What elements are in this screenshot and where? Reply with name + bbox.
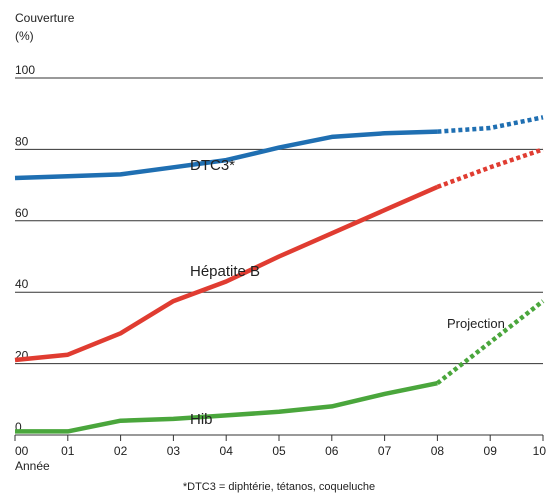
x-tick-label: 10 bbox=[533, 444, 547, 458]
series-label: Hépatite B bbox=[190, 263, 260, 280]
projection-annotation: Projection bbox=[447, 316, 505, 331]
x-tick-label: 07 bbox=[378, 444, 392, 458]
series-projection-dtc3 bbox=[437, 115, 544, 134]
x-tick-label: 09 bbox=[484, 444, 498, 458]
x-tick-label: 05 bbox=[272, 444, 286, 458]
series-label: Hib bbox=[190, 411, 213, 428]
x-axis-label: Année bbox=[15, 459, 50, 473]
x-tick-label: 01 bbox=[61, 444, 75, 458]
series-layer bbox=[14, 115, 545, 434]
x-tick-labels: 00 01 02 03 04 05 06 07 08 09 10 bbox=[14, 435, 547, 458]
y-tick-label: 40 bbox=[15, 277, 29, 291]
y-tick-label: 80 bbox=[15, 134, 29, 148]
y-tick-label: 60 bbox=[15, 206, 29, 220]
y-tick-label: 0 bbox=[15, 420, 22, 434]
y-axis-label-line2: (%) bbox=[15, 29, 34, 43]
footnote: *DTC3 = diphtérie, tétanos, coqueluche bbox=[183, 481, 375, 493]
series-line-h-patite-b bbox=[14, 184, 439, 363]
series-projection-h-patite-b bbox=[436, 147, 544, 190]
series-line-hib bbox=[15, 380, 438, 434]
x-tick-label: 06 bbox=[325, 444, 339, 458]
x-tick-label: 03 bbox=[167, 444, 181, 458]
series-labels: DTC3* Hépatite B Hib bbox=[190, 157, 260, 428]
x-tick-label: 02 bbox=[114, 444, 128, 458]
y-tick-label: 100 bbox=[15, 63, 35, 77]
series-projection-hib bbox=[436, 299, 545, 385]
series-label: DTC3* bbox=[190, 157, 235, 174]
y-axis-label-line1: Couverture bbox=[15, 11, 75, 25]
series-line-dtc3 bbox=[14, 129, 438, 181]
x-tick-label: 00 bbox=[15, 444, 29, 458]
x-tick-label: 08 bbox=[431, 444, 445, 458]
x-tick-label: 04 bbox=[220, 444, 234, 458]
